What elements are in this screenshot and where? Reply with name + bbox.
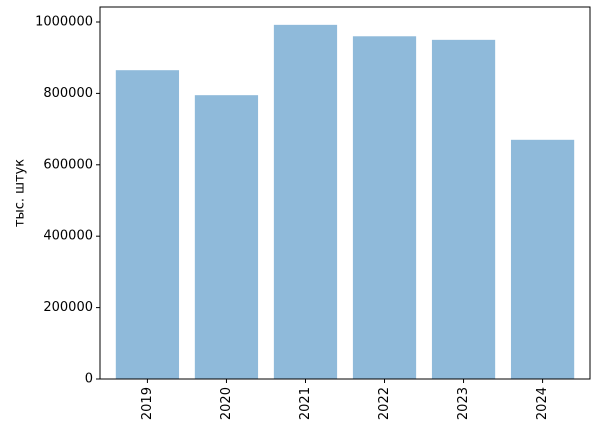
bar xyxy=(510,139,575,379)
bar xyxy=(115,70,180,380)
x-tick-label: 2023 xyxy=(456,387,471,420)
bar xyxy=(431,39,496,379)
x-tick-label: 2022 xyxy=(377,387,392,420)
y-tick-label: 1000000 xyxy=(35,14,93,29)
bar xyxy=(273,24,338,380)
bar xyxy=(194,95,259,379)
x-tick-label: 2019 xyxy=(140,387,155,420)
y-tick-label: 200000 xyxy=(43,300,93,315)
x-tick-label: 2020 xyxy=(219,387,234,420)
y-tick-label: 0 xyxy=(85,372,93,387)
y-tick-label: 600000 xyxy=(43,157,93,172)
bar xyxy=(352,36,417,379)
x-tick-label: 2021 xyxy=(298,387,313,420)
y-axis-label: тыс. штук xyxy=(13,159,28,227)
x-tick-label: 2024 xyxy=(535,387,550,420)
y-tick-label: 400000 xyxy=(43,229,93,244)
y-tick-label: 800000 xyxy=(43,86,93,101)
plot-frame xyxy=(99,6,591,380)
